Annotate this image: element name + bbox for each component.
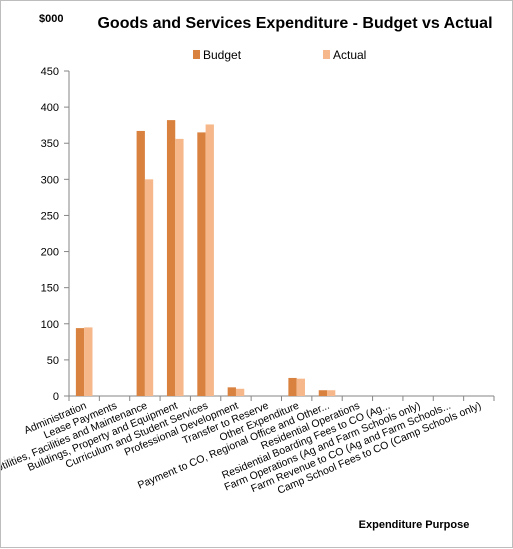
bar-actual — [84, 327, 93, 396]
y-tick-label: 100 — [41, 319, 59, 331]
y-tick-label: 0 — [53, 391, 59, 403]
y-tick-label: 400 — [41, 102, 59, 114]
legend-swatch-budget — [193, 50, 200, 59]
legend: Budget Actual — [193, 48, 366, 62]
bar-actual — [205, 124, 214, 396]
bar-actual — [296, 378, 305, 396]
bar-budget — [75, 328, 85, 396]
chart-title: Goods and Services Expenditure - Budget … — [97, 15, 492, 32]
y-tick-label: 50 — [47, 355, 59, 367]
y-axis-unit-label: $000 — [39, 13, 63, 25]
bars — [75, 120, 336, 396]
bar-budget — [136, 130, 145, 396]
bar-actual — [144, 179, 154, 396]
y-tick-label: 300 — [41, 174, 59, 186]
y-tick-label: 350 — [41, 138, 59, 150]
bar-actual — [235, 388, 245, 396]
bar-budget — [197, 132, 206, 396]
legend-label-actual: Actual — [333, 48, 366, 62]
legend-swatch-actual — [323, 50, 330, 59]
y-tick-labels: 0 50 100 150 200 250 300 350 400 450 — [41, 66, 59, 403]
y-tick-label: 450 — [41, 66, 59, 78]
bar-actual — [175, 138, 184, 396]
bar-budget — [318, 390, 328, 396]
legend-label-budget: Budget — [203, 48, 242, 62]
y-tick-label: 150 — [41, 283, 59, 295]
bar-budget — [166, 120, 176, 396]
axes — [64, 70, 495, 401]
y-tick-label: 200 — [41, 247, 59, 259]
bar-budget — [288, 377, 297, 396]
bar-actual — [327, 390, 336, 396]
x-axis-title: Expenditure Purpose — [359, 519, 470, 531]
y-tick-label: 250 — [41, 210, 59, 222]
bar-budget — [227, 387, 236, 396]
